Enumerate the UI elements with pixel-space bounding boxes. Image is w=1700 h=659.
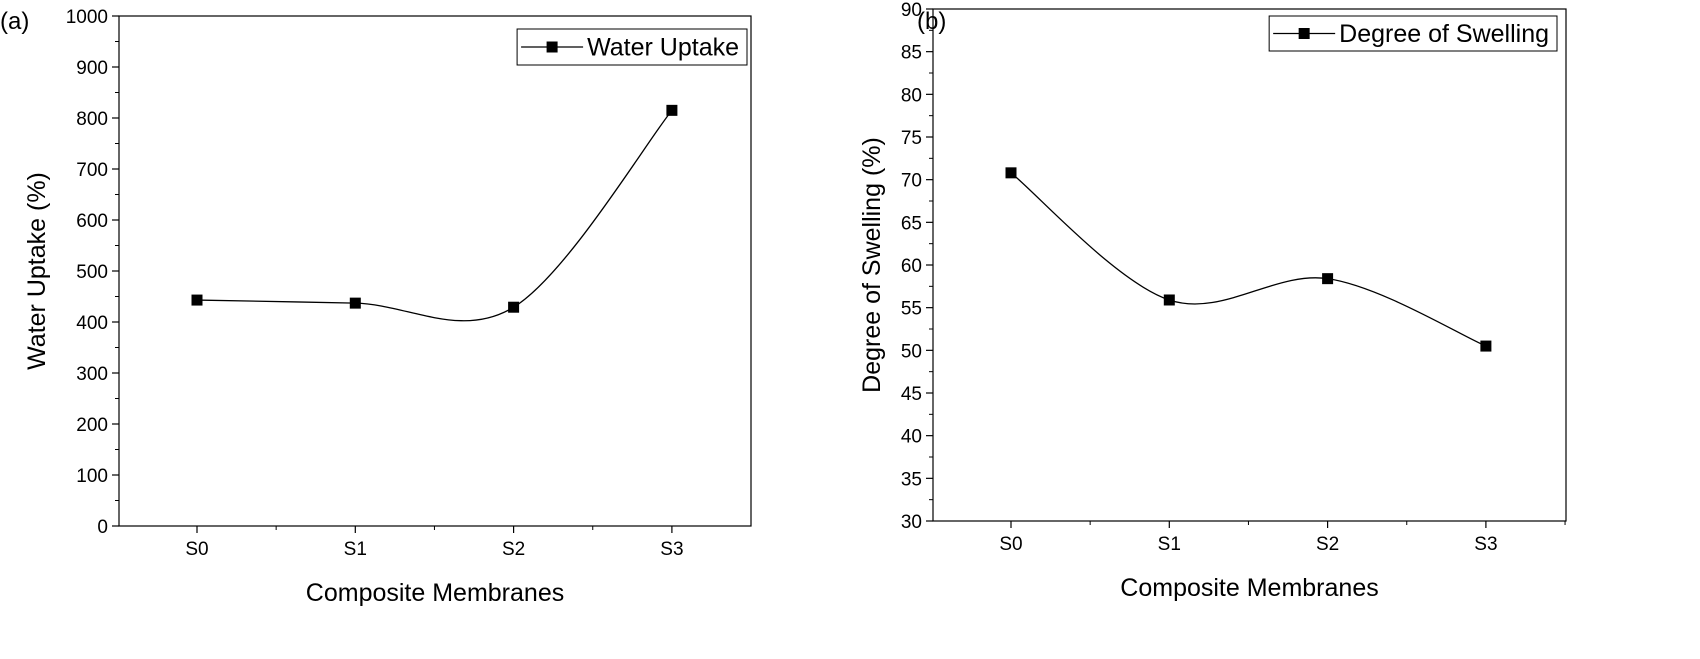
- y-tick-label: 45: [901, 384, 922, 405]
- y-tick-label: 900: [76, 58, 108, 79]
- panel-a: 0 100 200 300 400 500 600 700 800 900 1000 S0 S1 S2 S3…: [0, 7, 752, 607]
- y-tick-label: 800: [76, 109, 108, 130]
- x-axis-title: Composite Membranes: [306, 579, 564, 607]
- legend-label: Degree of Swelling: [1339, 20, 1549, 48]
- data-point-marker: [349, 297, 361, 309]
- y-tick-label: 35: [901, 469, 922, 490]
- data-point-marker: [1322, 273, 1334, 285]
- y-tick-label: 30: [901, 512, 922, 533]
- x-tick-label: S1: [1158, 534, 1181, 555]
- x-tick-label: S2: [1316, 534, 1339, 555]
- y-tick-label: 65: [901, 213, 922, 234]
- data-point-marker: [191, 294, 203, 306]
- legend-marker-sample: [546, 41, 558, 53]
- plot-frame: [118, 15, 752, 527]
- legend-label: Water Uptake: [587, 34, 739, 62]
- x-tick-label: S2: [502, 539, 525, 560]
- x-tick-label: S3: [660, 539, 683, 560]
- data-point-marker: [1005, 167, 1017, 179]
- x-tick-label: S3: [1474, 534, 1497, 555]
- y-tick-label: 700: [76, 160, 108, 181]
- series-line: [196, 109, 673, 322]
- y-tick-label: 0: [97, 517, 108, 538]
- plot-frame: [932, 8, 1567, 522]
- y-axis-title: Degree of Swelling (%): [858, 137, 886, 393]
- legend-marker-sample: [1298, 28, 1310, 39]
- y-tick-label: 300: [76, 364, 108, 385]
- series-line: [1010, 172, 1487, 347]
- y-tick-label: 600: [76, 211, 108, 232]
- y-tick-label: 50: [901, 341, 922, 362]
- y-tick-label: 500: [76, 262, 108, 283]
- x-tick-label: S0: [185, 539, 208, 560]
- y-tick-label: 60: [901, 256, 922, 277]
- data-point-marker: [508, 301, 520, 313]
- y-tick-label: 1000: [66, 7, 108, 28]
- y-tick-label: 70: [901, 171, 922, 192]
- y-tick-label: 200: [76, 415, 108, 436]
- x-tick-label: S0: [999, 534, 1022, 555]
- y-tick-label: 75: [901, 128, 922, 149]
- panel-b: 30 35 40 45 50 55 60 65 70 75 80 85 90 S0 S1 S2 S3 Compos…: [858, 0, 1567, 602]
- data-point-marker: [666, 104, 678, 116]
- x-axis-title: Composite Membranes: [1120, 574, 1378, 602]
- panel-label: (a): [0, 8, 29, 35]
- data-point-marker: [1163, 294, 1175, 306]
- data-point-marker: [1480, 340, 1492, 352]
- y-tick-label: 90: [901, 0, 922, 21]
- y-tick-label: 400: [76, 313, 108, 334]
- panel-label: (b): [917, 8, 946, 35]
- y-tick-label: 100: [76, 466, 108, 487]
- x-tick-label: S1: [344, 539, 367, 560]
- y-tick-label: 55: [901, 299, 922, 320]
- y-tick-label: 85: [901, 43, 922, 64]
- y-tick-label: 40: [901, 427, 922, 448]
- y-tick-label: 80: [901, 85, 922, 106]
- y-axis-title: Water Uptake (%): [23, 172, 51, 370]
